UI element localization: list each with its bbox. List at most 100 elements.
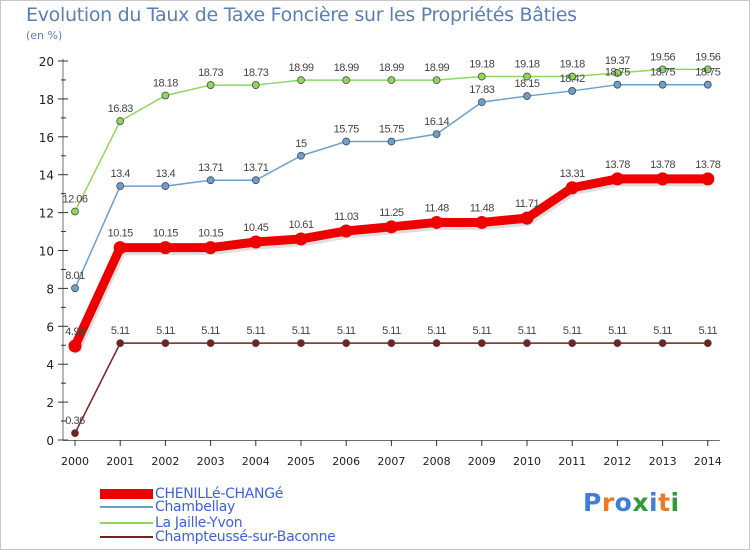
- data-label: 19.18: [514, 59, 539, 71]
- data-point: [71, 284, 79, 293]
- data-point: [432, 339, 441, 348]
- data-point: [523, 92, 531, 100]
- data-label: 5.11: [427, 325, 446, 337]
- data-point: [68, 339, 82, 353]
- data-label: 5.11: [699, 325, 718, 337]
- data-label: 19.56: [695, 51, 720, 63]
- data-point: [206, 339, 215, 348]
- data-label: 11.03: [334, 211, 359, 223]
- proxiti-logo: Proxiti: [583, 488, 680, 517]
- data-point: [251, 176, 260, 185]
- data-point: [116, 117, 125, 125]
- data-point: [658, 65, 667, 74]
- x-tick-label: 2012: [603, 455, 631, 468]
- data-point: [568, 339, 577, 348]
- data-label: 18.73: [198, 67, 223, 79]
- data-point: [613, 339, 622, 348]
- x-tick-label: 2001: [106, 455, 134, 468]
- data-label: 16.83: [108, 103, 133, 115]
- data-point: [477, 98, 486, 107]
- data-point: [206, 81, 215, 89]
- x-tick-label: 2006: [332, 455, 360, 468]
- data-point: [658, 339, 667, 348]
- data-label: 13.71: [243, 162, 268, 174]
- data-label: 11.48: [424, 202, 449, 214]
- data-label: 5.11: [518, 325, 537, 337]
- data-label: 13.78: [605, 159, 630, 171]
- x-tick-label: 2004: [242, 455, 270, 468]
- data-point: [475, 215, 489, 229]
- y-tick-label: 12: [39, 207, 54, 221]
- legend-label: La Jaille-Yvon: [155, 515, 243, 531]
- data-point: [703, 80, 712, 89]
- data-point: [568, 72, 577, 81]
- data-point: [206, 176, 215, 185]
- logo-letter: t: [658, 488, 671, 517]
- legend-label: Chambellay: [155, 499, 236, 515]
- data-label: 19.37: [605, 55, 630, 67]
- data-point: [297, 76, 305, 85]
- data-label: 5.11: [292, 325, 311, 337]
- data-point: [523, 72, 531, 81]
- data-point: [520, 211, 534, 225]
- data-point: [342, 137, 351, 146]
- data-label: 5.11: [111, 325, 130, 337]
- data-point: [523, 339, 531, 348]
- data-label: 13.71: [198, 162, 223, 174]
- legend-swatch: [100, 536, 153, 538]
- data-label: 13.4: [110, 168, 130, 180]
- data-point: [204, 241, 218, 255]
- data-label: 19.56: [650, 51, 675, 63]
- x-tick-label: 2010: [513, 455, 541, 468]
- data-label: 11.71: [515, 198, 540, 210]
- data-label: 18.15: [514, 78, 539, 90]
- x-tick-label: 2011: [558, 455, 586, 468]
- y-tick-label: 4: [46, 358, 54, 372]
- data-label: 15: [295, 138, 307, 150]
- series-line-0: [70, 174, 713, 351]
- logo-letter: i: [670, 488, 680, 517]
- data-point: [71, 429, 79, 438]
- legend-label: Champteussé-sur-Baconne: [155, 529, 336, 545]
- data-label: 11.48: [470, 202, 495, 214]
- series-line-3: [74, 342, 709, 434]
- data-label: 10.61: [288, 219, 313, 231]
- x-tick-label: 2014: [694, 455, 722, 468]
- data-point: [387, 137, 396, 146]
- data-point: [384, 220, 398, 234]
- data-point: [158, 241, 172, 255]
- data-point: [658, 80, 667, 89]
- chart-title: Evolution du Taux de Taxe Foncière sur l…: [26, 4, 577, 26]
- data-label: 5.11: [608, 325, 627, 337]
- data-point: [703, 65, 712, 74]
- data-label: 13.31: [560, 168, 585, 180]
- x-tick-label: 2003: [197, 455, 225, 468]
- data-point: [342, 339, 351, 348]
- data-label: 5.11: [201, 325, 220, 337]
- y-axis-unit-label: (en %): [26, 29, 63, 42]
- data-label: 10.15: [198, 228, 223, 240]
- logo-letter: o: [614, 488, 633, 517]
- data-point: [161, 339, 170, 348]
- data-label: 15.75: [334, 124, 359, 136]
- data-point: [477, 339, 486, 348]
- data-point: [432, 130, 441, 139]
- legend-swatch: [100, 489, 153, 499]
- data-label: 13.78: [695, 159, 720, 171]
- data-label: 18.75: [650, 67, 675, 79]
- data-label: 0.36: [65, 415, 85, 427]
- y-tick-label: 16: [39, 131, 54, 145]
- data-point: [613, 69, 622, 77]
- y-tick-label: 6: [46, 320, 54, 334]
- y-tick-label: 20: [39, 55, 54, 69]
- y-tick-label: 2: [46, 396, 54, 410]
- data-point: [568, 87, 577, 95]
- data-point: [294, 232, 308, 246]
- data-point: [342, 76, 351, 85]
- data-label: 18.99: [334, 62, 359, 74]
- data-label: 5.11: [653, 325, 672, 337]
- logo-letter: P: [583, 488, 602, 517]
- data-label: 16.14: [424, 116, 449, 128]
- data-point: [161, 91, 170, 100]
